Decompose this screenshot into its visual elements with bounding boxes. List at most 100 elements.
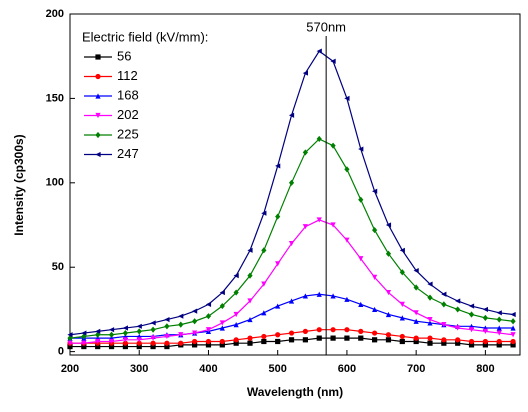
data-point: [233, 311, 239, 318]
data-point: [288, 240, 295, 247]
data-point: [510, 325, 516, 331]
data-point: [385, 250, 392, 257]
data-point: [67, 335, 73, 342]
data-point: [219, 302, 225, 310]
data-point: [358, 335, 364, 341]
data-point: [358, 256, 364, 262]
data-point: [108, 327, 115, 333]
data-point: [178, 313, 184, 319]
legend-marker: [95, 93, 101, 99]
data-point: [95, 331, 101, 338]
data-point: [455, 306, 461, 313]
data-point: [233, 322, 239, 328]
series-line: [69, 138, 514, 339]
data-point: [372, 306, 378, 313]
x-tick-label: 400: [199, 363, 217, 375]
data-point: [275, 338, 281, 345]
data-point: [316, 291, 322, 297]
data-point: [164, 316, 170, 323]
data-point: [122, 329, 128, 337]
data-point: [247, 298, 253, 304]
data-point: [95, 338, 101, 345]
data-point: [122, 340, 128, 346]
data-point: [427, 320, 433, 326]
data-point: [385, 337, 392, 343]
data-point: [468, 338, 475, 345]
data-point: [385, 222, 392, 228]
y-tick-label: 150: [46, 92, 64, 104]
data-point: [510, 332, 516, 338]
y-tick-label: 200: [46, 8, 64, 20]
data-point: [150, 335, 156, 341]
data-point: [136, 340, 142, 346]
data-point: [372, 337, 378, 343]
data-point: [192, 318, 198, 325]
data-point: [233, 289, 239, 296]
data-point: [247, 247, 253, 253]
data-point: [385, 311, 392, 318]
data-point: [192, 330, 198, 336]
data-point: [67, 340, 73, 346]
data-point: [247, 335, 253, 341]
legend-label: 56: [117, 48, 131, 63]
data-point: [427, 335, 433, 341]
data-point: [372, 226, 378, 234]
data-point: [330, 327, 336, 333]
data-point: [468, 311, 475, 318]
data-point: [275, 163, 281, 169]
data-point: [247, 272, 253, 279]
data-point: [441, 337, 447, 343]
data-point: [399, 269, 405, 276]
data-point: [441, 322, 447, 328]
data-point: [399, 315, 405, 321]
data-point: [302, 224, 308, 230]
data-point: [455, 325, 461, 331]
data-point: [233, 273, 239, 279]
data-point: [510, 318, 516, 325]
x-axis-label: Wavelength (nm): [247, 385, 343, 399]
data-point: [261, 247, 267, 254]
data-point: [261, 338, 267, 345]
data-point: [385, 289, 392, 296]
data-point: [344, 327, 350, 333]
data-point: [413, 284, 419, 291]
data-point: [399, 301, 405, 307]
data-point: [427, 281, 433, 287]
data-point: [178, 321, 184, 328]
data-point: [136, 337, 142, 343]
data-point: [358, 196, 364, 203]
data-point: [399, 333, 405, 340]
x-tick-label: 300: [130, 363, 148, 375]
data-point: [136, 328, 142, 335]
data-point: [275, 213, 281, 220]
data-point: [344, 95, 350, 102]
y-tick-label: 100: [46, 177, 64, 189]
data-point: [344, 335, 350, 341]
data-point: [275, 303, 281, 309]
data-point: [482, 314, 488, 321]
data-point: [372, 188, 378, 194]
data-point: [427, 294, 433, 301]
data-point: [192, 308, 198, 314]
data-point: [81, 340, 87, 346]
legend-label: 247: [117, 146, 139, 161]
data-point: [219, 320, 225, 326]
data-point: [302, 293, 308, 299]
plot-frame: [69, 13, 521, 356]
data-point: [413, 318, 419, 324]
x-tick-label: 700: [407, 363, 425, 375]
data-point: [288, 112, 295, 118]
data-point: [496, 338, 502, 345]
data-point: [95, 328, 101, 334]
data-point: [455, 298, 461, 304]
data-point: [510, 338, 516, 345]
data-point: [233, 337, 239, 343]
data-point: [288, 298, 295, 304]
x-tick-label: 200: [61, 363, 79, 375]
data-point: [261, 333, 267, 340]
data-point: [192, 338, 198, 345]
data-point: [205, 313, 212, 320]
data-point: [275, 261, 281, 267]
data-point: [122, 337, 128, 343]
